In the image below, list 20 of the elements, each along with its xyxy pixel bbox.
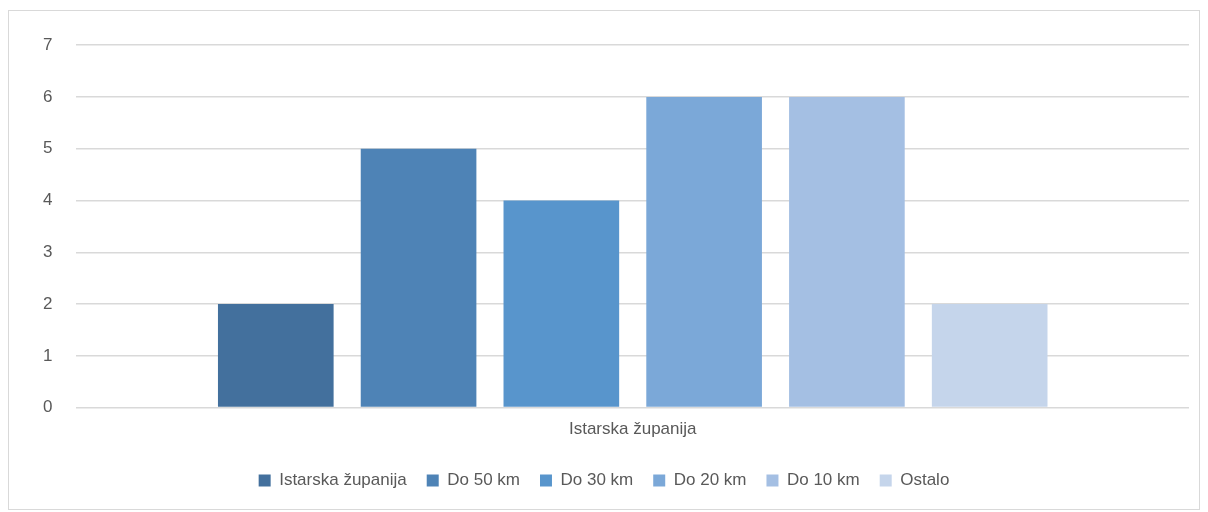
legend-label: Do 30 km <box>560 470 634 490</box>
y-tick-label: 2 <box>42 293 53 313</box>
bar <box>931 304 1048 407</box>
y-tick-label: 3 <box>42 241 53 261</box>
y-tick-label: 1 <box>42 345 53 365</box>
legend-label: Do 50 km <box>447 470 520 490</box>
bar <box>217 304 334 407</box>
bar <box>503 200 620 407</box>
y-tick-label: 0 <box>42 397 53 417</box>
bar <box>646 96 762 407</box>
legend-label: Do 20 km <box>673 470 747 490</box>
legend-label: Istarska županija <box>279 470 408 490</box>
y-tick-label: 7 <box>42 34 53 54</box>
bar <box>789 96 905 407</box>
legend-label: Ostalo <box>900 470 950 490</box>
y-tick-label: 6 <box>42 86 53 106</box>
y-tick-label: 4 <box>42 190 53 210</box>
y-tick-label: 5 <box>42 138 53 158</box>
bar <box>360 148 477 407</box>
legend-label: Do 10 km <box>786 470 860 490</box>
